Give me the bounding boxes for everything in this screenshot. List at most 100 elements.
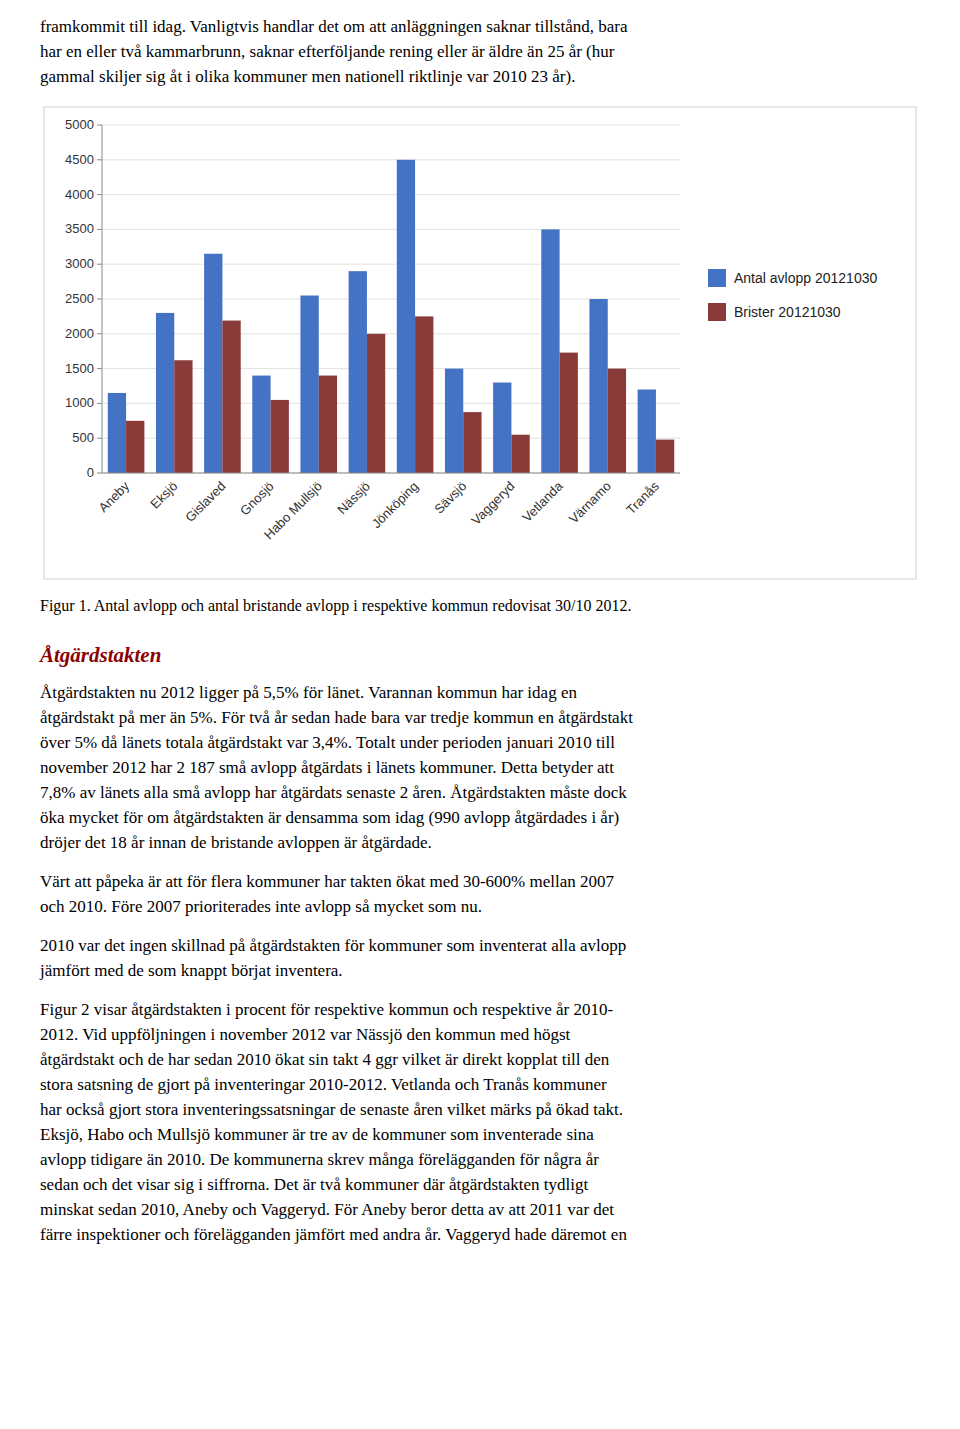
- y-tick: [97, 159, 102, 160]
- chart: 0 500 1000 1500 2000 2500 3000 3500 4000 4500 5000…: [40, 103, 920, 583]
- text-line: och 2010. Före 2007 prioriterades inte a…: [40, 894, 920, 919]
- bar: [463, 412, 481, 473]
- text-line: Figur 2 visar åtgärdstakten i procent fö…: [40, 997, 920, 1022]
- bar: [174, 360, 192, 473]
- text-line: jämfört med de som knappt börjat invente…: [40, 958, 920, 983]
- x-tick-label: Aneby: [96, 478, 133, 515]
- y-tick-label: 0: [87, 465, 94, 480]
- y-tick: [97, 368, 102, 369]
- y-tick-label: 500: [72, 430, 94, 445]
- bar: [589, 299, 607, 473]
- y-tick: [97, 194, 102, 195]
- text-line: åtgärdstakt på mer än 5%. För två år sed…: [40, 705, 920, 730]
- bar: [319, 376, 337, 473]
- text-line: Åtgärdstakten nu 2012 ligger på 5,5% för…: [40, 680, 920, 705]
- x-tick-label: Gislaved: [182, 479, 228, 525]
- bar: [541, 229, 559, 473]
- bar: [656, 440, 674, 473]
- text-line: november 2012 har 2 187 små avlopp åtgär…: [40, 755, 920, 780]
- y-tick: [97, 264, 102, 265]
- bar: [108, 393, 126, 473]
- x-tick-label: Nässjö: [334, 479, 373, 518]
- paragraph: Värt att påpeka är att för flera kommune…: [40, 869, 920, 919]
- bar: [367, 334, 385, 473]
- text-line: åtgärdstakt och de har sedan 2010 ökat s…: [40, 1047, 920, 1072]
- bar: [204, 254, 222, 473]
- x-tick-label: Jönköping: [369, 479, 422, 532]
- legend: Antal avlopp 20121030 Brister 20121030: [708, 269, 877, 321]
- text-line: stora satsning de gjort på inventeringar…: [40, 1072, 920, 1097]
- text-line: öka mycket för om åtgärdstakten är densa…: [40, 805, 920, 830]
- intro-text: framkommit till idag. Vanligtvis handlar…: [40, 14, 920, 89]
- bar: [560, 353, 578, 473]
- grid-line: [102, 229, 680, 230]
- legend-swatch: [708, 269, 726, 287]
- text-line: 7,8% av länets alla små avlopp har åtgär…: [40, 780, 920, 805]
- y-tick: [97, 229, 102, 230]
- text-line: avlopp tidigare än 2010. De kommunerna s…: [40, 1147, 920, 1172]
- figure-caption: Figur 1. Antal avlopp och antal bristand…: [40, 595, 920, 617]
- y-tick: [97, 299, 102, 300]
- x-tick-label: Tranås: [623, 478, 662, 517]
- x-tick-label: Gnosjö: [237, 479, 277, 519]
- text-line: minskat sedan 2010, Aneby och Vaggeryd. …: [40, 1197, 920, 1222]
- text-line: dröjer det 18 år innan de bristande avlo…: [40, 830, 920, 855]
- y-tick-label: 3500: [65, 221, 94, 236]
- bar: [511, 435, 529, 473]
- paragraph: Åtgärdstakten nu 2012 ligger på 5,5% för…: [40, 680, 920, 855]
- bar: [252, 376, 270, 473]
- legend-swatch: [708, 303, 726, 321]
- text-line: 2012. Vid uppföljningen i november 2012 …: [40, 1022, 920, 1047]
- text-line: har en eller två kammarbrunn, saknar eft…: [40, 39, 920, 64]
- page: framkommit till idag. Vanligtvis handlar…: [0, 0, 960, 1247]
- text-line: gammal skiljer sig åt i olika kommuner m…: [40, 64, 920, 89]
- y-tick-label: 4000: [65, 187, 94, 202]
- y-tick: [97, 125, 102, 126]
- y-axis: [102, 125, 103, 473]
- y-tick-label: 2000: [65, 326, 94, 341]
- x-tick-label: Vaggeryd: [468, 479, 517, 528]
- grid-line: [102, 159, 680, 160]
- text-line: framkommit till idag. Vanligtvis handlar…: [40, 14, 920, 39]
- y-tick-label: 1500: [65, 361, 94, 376]
- x-tick-label: Sävsjö: [431, 479, 469, 517]
- bar: [415, 316, 433, 473]
- bar: [271, 400, 289, 473]
- bars: [108, 160, 674, 473]
- y-tick-label: 4500: [65, 152, 94, 167]
- bar: [397, 160, 415, 473]
- x-axis: [102, 473, 680, 474]
- y-tick: [97, 438, 102, 439]
- text-line: Eksjö, Habo och Mullsjö kommuner är tre …: [40, 1122, 920, 1147]
- chart-border: [44, 107, 916, 579]
- y-tick: [97, 473, 102, 474]
- y-tick-label: 2500: [65, 291, 94, 306]
- text-line: har också gjort stora inventeringssatsni…: [40, 1097, 920, 1122]
- legend-label: Brister 20121030: [734, 304, 841, 320]
- legend-label: Antal avlopp 20121030: [734, 270, 877, 286]
- grid-line: [102, 194, 680, 195]
- bar: [638, 389, 656, 473]
- text-line: Värt att påpeka är att för flera kommune…: [40, 869, 920, 894]
- grid-line: [102, 125, 680, 126]
- y-tick: [97, 403, 102, 404]
- paragraph: Figur 2 visar åtgärdstakten i procent fö…: [40, 997, 920, 1247]
- y-tick-label: 3000: [65, 256, 94, 271]
- text-line: över 5% då länets totala åtgärdstakt var…: [40, 730, 920, 755]
- chart-container: 0 500 1000 1500 2000 2500 3000 3500 4000 4500 5000…: [40, 103, 920, 587]
- y-tick-label: 5000: [65, 117, 94, 132]
- grid: [102, 125, 680, 473]
- bar: [156, 313, 174, 473]
- bar: [608, 369, 626, 473]
- section-heading: Åtgärdstakten: [40, 643, 920, 668]
- bar: [126, 421, 144, 473]
- text-line: färre inspektioner och förelägganden jäm…: [40, 1222, 920, 1247]
- bar: [445, 369, 463, 473]
- text-line: sedan och det visar sig i siffrorna. Det…: [40, 1172, 920, 1197]
- x-tick-label: Vetlanda: [519, 478, 566, 525]
- x-tick-label: Värnamo: [566, 479, 614, 527]
- y-tick-label: 1000: [65, 395, 94, 410]
- bar: [349, 271, 367, 473]
- grid-line: [102, 473, 680, 474]
- text-line: 2010 var det ingen skillnad på åtgärdsta…: [40, 933, 920, 958]
